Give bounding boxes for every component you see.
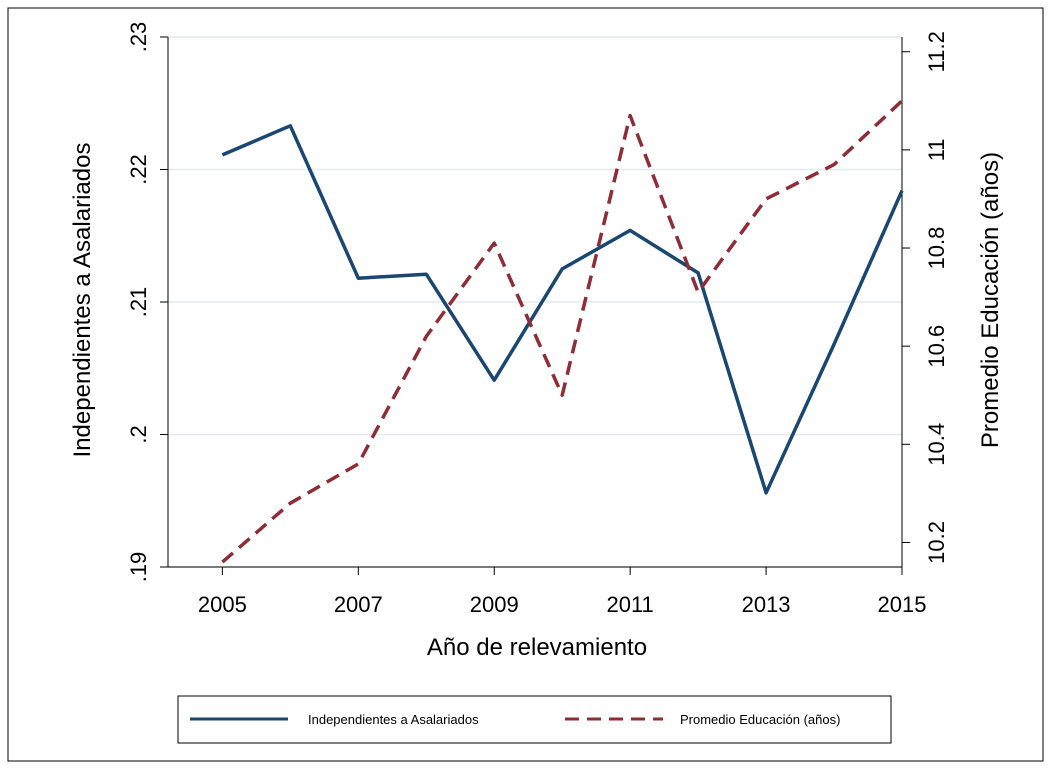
left-y-tick-label: .21 [126, 287, 151, 318]
x-tick-label: 2013 [742, 592, 791, 617]
left-y-tick-label: .22 [126, 154, 151, 185]
right-y-axis-title: Promedio Educación (años) [977, 152, 1004, 448]
x-tick-label: 2007 [334, 592, 383, 617]
right-y-tick-label: 10.4 [924, 423, 949, 466]
right-y-tick-label: 10.2 [924, 521, 949, 564]
series-layer [221, 99, 904, 564]
legend: Independientes a Asalariados Promedio Ed… [177, 695, 892, 744]
right-y-axis-ticks: 10.2 10.4 10.6 10.8 11 11.2 [902, 31, 949, 564]
x-tick-label: 2015 [878, 592, 927, 617]
legend-box [177, 695, 892, 744]
right-y-tick-label: 10.8 [924, 227, 949, 270]
left-y-axis-ticks: .19 .2 .21 .22 .23 [126, 22, 168, 583]
legend-label-educacion: Promedio Educación (años) [680, 712, 840, 727]
right-y-tick-label: 11.2 [924, 31, 949, 72]
x-tick-label: 2011 [606, 592, 653, 617]
right-y-tick-label: 11 [924, 138, 949, 161]
x-axis-ticks: 2005 2007 2009 2011 2013 2015 [198, 567, 927, 617]
left-y-tick-label: .19 [126, 552, 151, 583]
left-y-tick-label: .2 [126, 425, 151, 443]
x-tick-label: 2009 [470, 592, 519, 617]
series-line-educacion [221, 99, 904, 564]
x-tick-label: 2005 [198, 592, 247, 617]
series-line-independientes [221, 124, 904, 495]
x-axis-title: Año de relevamiento [427, 634, 647, 661]
right-y-tick-label: 10.6 [924, 325, 949, 368]
gridlines [168, 36, 902, 568]
legend-label-independientes: Independientes a Asalariados [308, 712, 479, 727]
left-y-tick-label: .23 [126, 22, 151, 53]
left-y-axis-title: Independientes a Asalariados [69, 143, 96, 458]
